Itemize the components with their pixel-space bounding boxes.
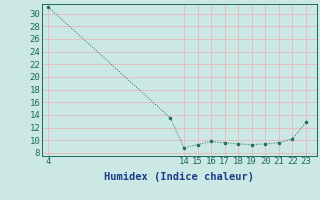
X-axis label: Humidex (Indice chaleur): Humidex (Indice chaleur) xyxy=(104,172,254,182)
